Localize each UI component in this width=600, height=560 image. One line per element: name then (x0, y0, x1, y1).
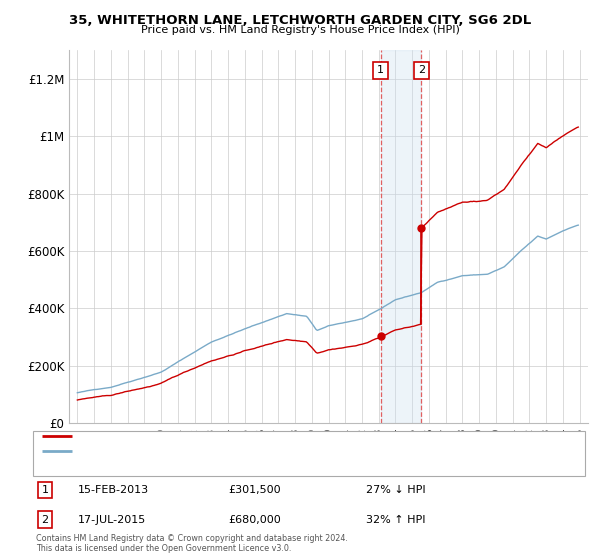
Text: 2: 2 (418, 66, 425, 76)
Text: £680,000: £680,000 (228, 515, 281, 525)
Text: £301,500: £301,500 (228, 485, 281, 495)
Text: 1: 1 (41, 485, 49, 495)
Text: 1: 1 (377, 66, 384, 76)
Text: HPI: Average price, detached house, North Hertfordshire: HPI: Average price, detached house, Nort… (78, 447, 346, 456)
Text: 15-FEB-2013: 15-FEB-2013 (78, 485, 149, 495)
Bar (381, 50, 421, 423)
Text: 35, WHITETHORN LANE, LETCHWORTH GARDEN CITY, SG6 2DL: 35, WHITETHORN LANE, LETCHWORTH GARDEN C… (69, 14, 531, 27)
Text: 17-JUL-2015: 17-JUL-2015 (78, 515, 146, 525)
Text: 27% ↓ HPI: 27% ↓ HPI (366, 485, 425, 495)
Text: Contains HM Land Registry data © Crown copyright and database right 2024.: Contains HM Land Registry data © Crown c… (36, 534, 348, 543)
Text: 35, WHITETHORN LANE, LETCHWORTH GARDEN CITY, SG6 2DL (detached house): 35, WHITETHORN LANE, LETCHWORTH GARDEN C… (78, 431, 461, 440)
Text: This data is licensed under the Open Government Licence v3.0.: This data is licensed under the Open Gov… (36, 544, 292, 553)
Text: 2: 2 (41, 515, 49, 525)
Text: 32% ↑ HPI: 32% ↑ HPI (366, 515, 425, 525)
Text: Price paid vs. HM Land Registry's House Price Index (HPI): Price paid vs. HM Land Registry's House … (140, 25, 460, 35)
